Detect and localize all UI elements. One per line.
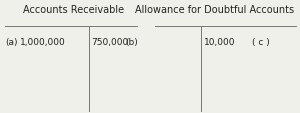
Text: Allowance for Doubtful Accounts: Allowance for Doubtful Accounts (135, 5, 294, 15)
Text: (a): (a) (5, 37, 18, 46)
Text: 1,000,000: 1,000,000 (20, 37, 66, 46)
Text: ( c ): ( c ) (252, 37, 270, 46)
Text: Accounts Receivable: Accounts Receivable (23, 5, 124, 15)
Text: (b): (b) (125, 37, 138, 46)
Text: 750,000: 750,000 (92, 37, 129, 46)
Text: 10,000: 10,000 (204, 37, 236, 46)
